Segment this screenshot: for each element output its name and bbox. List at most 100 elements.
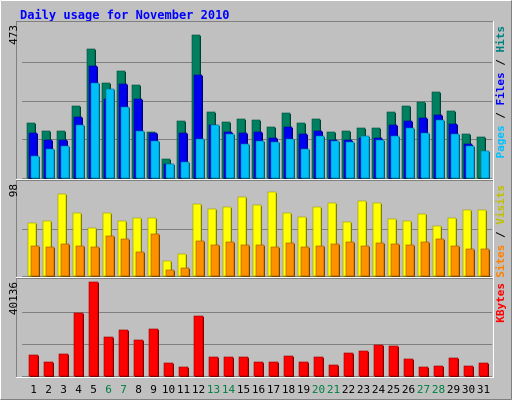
x-tick-label-day-16: 16 [252, 383, 265, 396]
bar-sites-day-20 [315, 245, 325, 277]
x-tick-label-day-2: 2 [45, 383, 52, 396]
legend-entry: / [494, 106, 507, 126]
bar-pages [300, 148, 310, 179]
bar-sites-day-3 [60, 243, 70, 277]
bar-kbytes [208, 356, 219, 377]
bar-kbytes-day-23 [358, 350, 369, 377]
bar-pages-day-18 [285, 138, 295, 179]
bar-kbytes [148, 328, 159, 377]
bar-sites-day-30 [465, 248, 475, 277]
bar-pages-day-10 [165, 163, 175, 179]
bar-sites [210, 244, 220, 277]
panel-kbytes: 40136 KBytes [7, 278, 507, 378]
bar-kbytes [88, 281, 99, 377]
bar-sites-day-6 [105, 235, 115, 277]
bar-sites [30, 245, 40, 277]
x-tick-label-day-9: 9 [150, 383, 157, 396]
bar-sites-day-31 [480, 248, 490, 277]
bar-kbytes [418, 366, 429, 377]
bar-kbytes-day-19 [298, 361, 309, 377]
bar-kbytes [58, 353, 69, 377]
bar-kbytes-day-15 [238, 356, 249, 377]
legend-entry: Files [494, 72, 507, 105]
bar-sites-day-14 [225, 241, 235, 277]
bar-sites-day-27 [420, 241, 430, 277]
bar-kbytes-day-10 [163, 362, 174, 377]
x-tick-label-day-31: 31 [477, 383, 490, 396]
bar-pages [480, 150, 490, 179]
bar-kbytes [43, 361, 54, 377]
bar-sites-day-9 [150, 233, 160, 277]
bar-kbytes-day-21 [328, 364, 339, 377]
bar-pages [30, 155, 40, 179]
panel-visits-sites: 98 Sites / Visits [7, 180, 507, 278]
bar-kbytes [223, 356, 234, 377]
x-tick-label-day-12: 12 [192, 383, 205, 396]
legend-entry: / [494, 225, 507, 245]
x-tick-label-day-13: 13 [207, 383, 220, 396]
bar-kbytes [328, 364, 339, 377]
bar-kbytes-day-1 [28, 354, 39, 377]
bar-pages [60, 145, 70, 179]
bar-kbytes-day-4 [73, 312, 84, 377]
bar-kbytes-day-11 [178, 366, 189, 377]
bar-pages [435, 119, 445, 179]
x-tick-label-day-28: 28 [432, 383, 445, 396]
bar-kbytes-day-6 [103, 336, 114, 377]
bar-pages-day-25 [390, 135, 400, 179]
bar-pages-day-27 [420, 132, 430, 179]
bar-pages-day-17 [270, 141, 280, 179]
bar-kbytes-day-27 [418, 366, 429, 377]
bar-pages [105, 88, 115, 179]
bar-kbytes-day-5 [88, 281, 99, 377]
bar-sites-day-7 [120, 238, 130, 277]
bar-pages [195, 138, 205, 179]
bar-pages-day-11 [180, 161, 190, 179]
bar-sites [345, 241, 355, 277]
chart-title: Daily usage for November 2010 [20, 8, 230, 22]
bar-pages-day-14 [225, 133, 235, 179]
bar-kbytes-day-29 [448, 357, 459, 377]
panel-legend: Sites / Visits [494, 185, 507, 278]
bar-pages-day-8 [135, 130, 145, 179]
bar-kbytes [28, 354, 39, 377]
bar-sites [240, 244, 250, 277]
bar-sites-day-11 [180, 267, 190, 277]
bar-kbytes [163, 362, 174, 377]
x-tick-label-day-18: 18 [282, 383, 295, 396]
bar-pages-day-4 [75, 124, 85, 179]
bar-pages-day-5 [90, 82, 100, 179]
bar-pages [450, 133, 460, 179]
x-tick-label-day-24: 24 [372, 383, 386, 396]
bar-sites-day-1 [30, 245, 40, 277]
bar-sites-day-29 [450, 245, 460, 277]
bar-sites-day-22 [345, 241, 355, 277]
bar-sites [270, 246, 280, 277]
bar-pages-day-9 [150, 140, 160, 179]
bar-sites [135, 251, 145, 277]
bar-sites [420, 241, 430, 277]
x-tick-label-day-3: 3 [60, 383, 67, 396]
bar-pages-day-7 [120, 106, 130, 179]
bar-kbytes-day-13 [208, 356, 219, 377]
bar-kbytes [388, 345, 399, 377]
bar-sites-day-18 [285, 242, 295, 277]
bar-sites-day-23 [360, 245, 370, 277]
bar-sites [375, 242, 385, 277]
bar-kbytes-day-25 [388, 345, 399, 377]
bar-pages [120, 106, 130, 179]
bar-pages-day-29 [450, 133, 460, 179]
bar-sites [450, 245, 460, 277]
bar-pages [375, 139, 385, 179]
bar-pages [75, 124, 85, 179]
bar-pages [465, 145, 475, 179]
x-tick-label-day-27: 27 [417, 383, 430, 396]
legend-entry: / [494, 53, 507, 73]
bar-pages [390, 135, 400, 179]
bar-kbytes-day-14 [223, 356, 234, 377]
bar-sites-day-10 [165, 269, 175, 277]
bar-pages-day-2 [45, 148, 55, 179]
